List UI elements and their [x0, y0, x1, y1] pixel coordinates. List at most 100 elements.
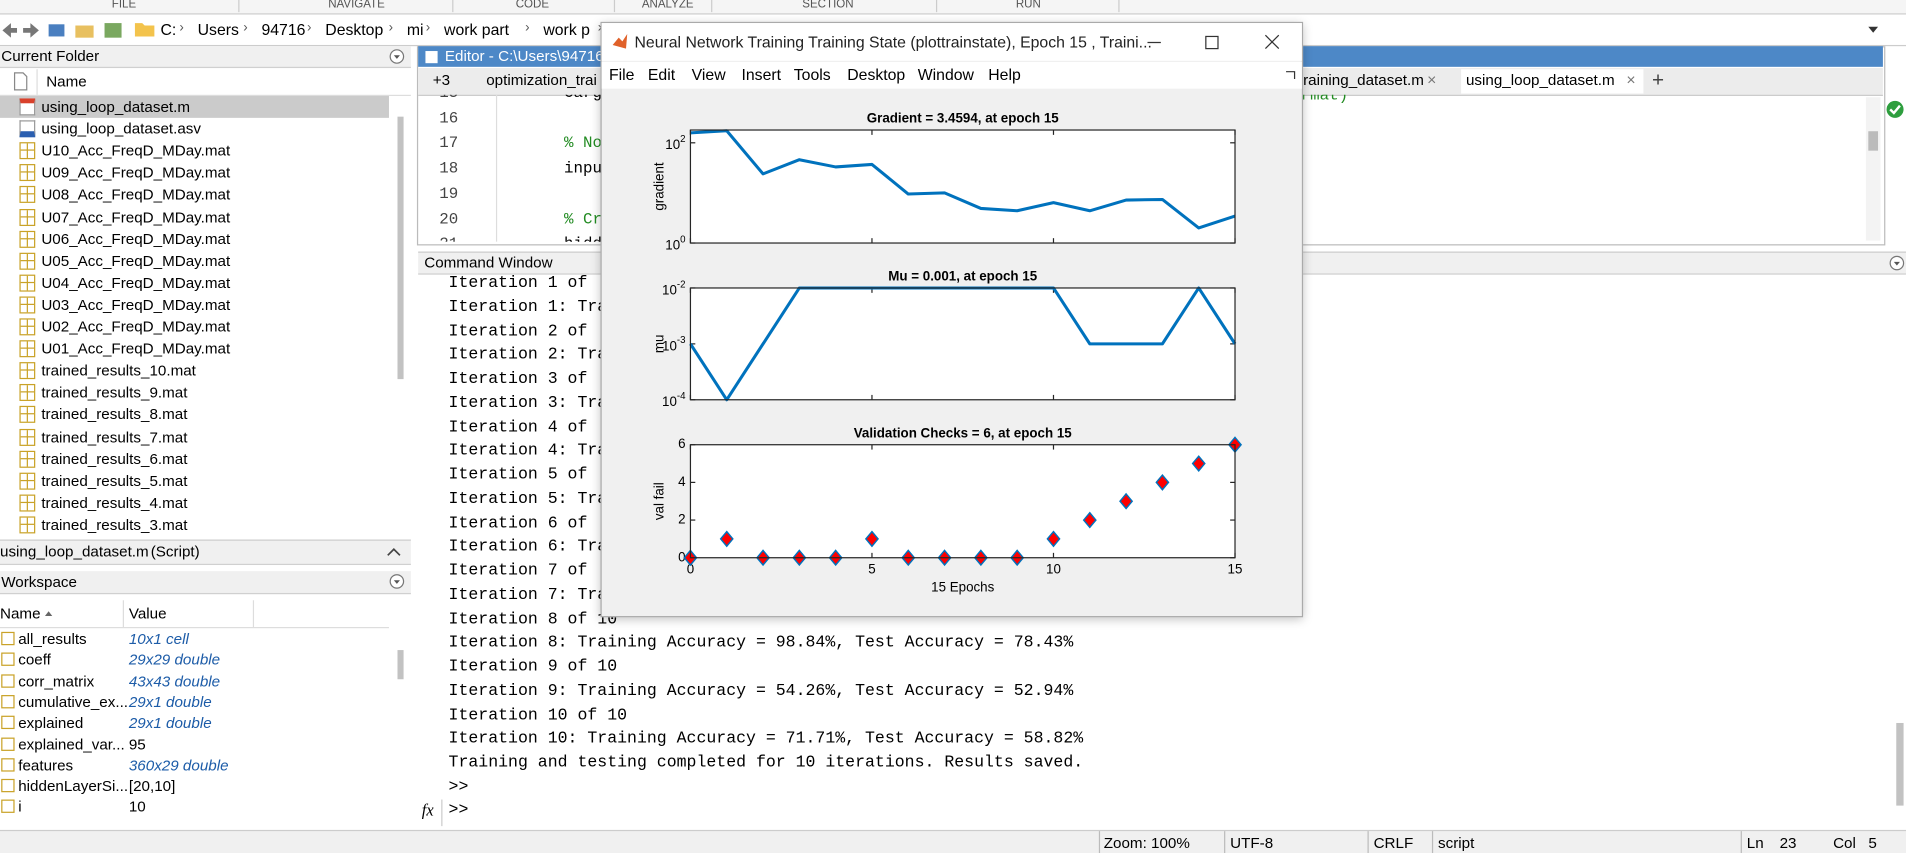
editor-tab[interactable] — [1461, 69, 1644, 94]
menu-item[interactable]: Desktop — [847, 65, 906, 84]
toolstrip-section[interactable]: RUN — [1015, 0, 1041, 11]
y-axis-label: val fail — [652, 482, 667, 520]
file-name[interactable]: U01_Acc_FreqD_MDay.mat — [41, 340, 231, 358]
window-controls[interactable] — [1137, 33, 1295, 52]
file-name[interactable]: using_loop_dataset.asv — [41, 120, 202, 138]
menu-item[interactable]: Window — [917, 65, 974, 84]
column-title[interactable]: Value — [128, 605, 167, 623]
var-name[interactable]: explained_var... — [18, 735, 125, 753]
var-name[interactable]: cumulative_ex... — [18, 693, 129, 711]
var-name[interactable]: coeff — [18, 651, 51, 669]
file-name[interactable]: U08_Acc_FreqD_MDay.mat — [41, 186, 231, 204]
line-number: 16 — [439, 108, 459, 128]
menu-item[interactable]: Help — [988, 65, 1021, 84]
command-output[interactable]: Iteration 1 of Iteration 1: Tra Iteration … — [418, 273, 1899, 826]
scrollbar[interactable] — [1896, 722, 1904, 806]
toolstrip-section[interactable]: FILE — [111, 0, 137, 11]
var-name[interactable]: corr_matrix — [18, 672, 95, 690]
prompt-icon[interactable]: fx — [421, 800, 434, 819]
toolstrip-section[interactable]: NAVIGATE — [328, 0, 385, 11]
file-name[interactable]: trained_results_7.mat — [41, 428, 188, 446]
scrollbar[interactable] — [1865, 97, 1881, 241]
output-line: Iteration 1 of — [448, 274, 588, 293]
path-segment[interactable]: Users — [197, 20, 239, 39]
var-value[interactable]: 29x1 double — [128, 714, 212, 732]
scrollbar[interactable] — [397, 650, 404, 680]
var-value[interactable]: 29x1 double — [128, 693, 212, 711]
y-tick-label: 10-2 — [662, 279, 686, 297]
menu-item[interactable]: File — [608, 65, 635, 84]
dropdown[interactable] — [1866, 22, 1881, 37]
file-name[interactable]: U03_Acc_FreqD_MDay.mat — [41, 296, 231, 314]
panel-menu[interactable] — [389, 49, 405, 65]
file-name[interactable]: trained_results_6.mat — [41, 450, 188, 468]
file-name[interactable]: U06_Acc_FreqD_MDay.mat — [41, 230, 231, 248]
toolstrip-section[interactable]: SECTION — [802, 0, 854, 11]
panel-menu[interactable] — [389, 574, 405, 590]
file-name[interactable]: U04_Acc_FreqD_MDay.mat — [41, 274, 231, 292]
path-segment[interactable]: work part — [444, 20, 510, 39]
path-segment[interactable]: mi — [406, 20, 424, 39]
code-area[interactable]: 15 Carg 16 17 % No 18 input 19 20 % Cr 21 hidd rmat) — [418, 94, 1865, 242]
var-name[interactable]: i — [18, 798, 22, 816]
tab-close[interactable]: × — [1626, 70, 1636, 89]
column-title[interactable]: Name — [0, 605, 41, 623]
toolstrip-section[interactable]: CODE — [515, 0, 550, 11]
collapse[interactable] — [387, 546, 402, 558]
file-name[interactable]: U10_Acc_FreqD_MDay.mat — [41, 142, 231, 160]
scrollbar[interactable] — [397, 116, 404, 380]
var-name[interactable]: hiddenLayerSi... — [18, 777, 129, 795]
menu-item[interactable]: View — [691, 65, 726, 84]
tab-close[interactable]: × — [1427, 70, 1437, 89]
data-point — [1155, 473, 1170, 491]
var-value[interactable]: 29x29 double — [128, 651, 221, 669]
var-value[interactable]: 10x1 cell — [128, 630, 189, 648]
file-name[interactable]: U02_Acc_FreqD_MDay.mat — [41, 318, 231, 336]
menu-arrow[interactable] — [1285, 69, 1297, 81]
divider — [252, 600, 255, 627]
tab-label[interactable]: optimization_trai — [486, 71, 597, 89]
path-segment[interactable]: 94716 — [261, 20, 306, 39]
file-name[interactable]: trained_results_4.mat — [41, 494, 188, 512]
file-name[interactable]: trained_results_10.mat — [41, 362, 196, 380]
file-name[interactable]: using_loop_dataset.m — [41, 98, 191, 116]
separator — [452, 0, 454, 13]
var-name[interactable]: features — [18, 756, 74, 774]
var-name[interactable]: all_results — [18, 630, 87, 648]
column-title[interactable]: Name — [46, 72, 87, 90]
file-name[interactable]: U07_Acc_FreqD_MDay.mat — [41, 208, 231, 226]
menu-item[interactable]: Edit — [647, 65, 676, 84]
file-name[interactable]: trained_results_5.mat — [41, 472, 188, 490]
var-value[interactable]: 10 — [128, 798, 146, 816]
var-value[interactable]: 360x29 double — [128, 756, 229, 774]
panel-menu[interactable] — [1889, 255, 1905, 271]
var-value[interactable]: 95 — [128, 735, 146, 753]
tab-label[interactable]: +3 — [432, 71, 451, 89]
path-segment[interactable]: work p — [543, 20, 590, 39]
file-name[interactable]: trained_results_9.mat — [41, 384, 188, 402]
tab-label[interactable]: raining_dataset.m — [1303, 71, 1424, 89]
prompt[interactable]: >> — [448, 801, 469, 820]
new-tab[interactable]: + — [1651, 68, 1665, 92]
file-name[interactable]: trained_results_8.mat — [41, 406, 188, 424]
var-value[interactable]: 43x43 double — [128, 672, 221, 690]
path-segment[interactable]: C: — [160, 20, 177, 39]
file-icon — [19, 230, 36, 248]
file-list: using_loop_dataset.m using_loop_dataset.a… — [0, 95, 391, 536]
menu-item[interactable]: Insert — [741, 65, 782, 84]
var-value[interactable]: [20,10] — [128, 777, 176, 795]
file-icon — [19, 164, 36, 182]
tab-label[interactable]: using_loop_dataset.m — [1465, 71, 1615, 89]
path-segment[interactable]: Desktop — [325, 20, 384, 39]
menu-item[interactable]: Tools — [793, 65, 831, 84]
line-number: 18 — [439, 159, 459, 178]
file-name[interactable]: U05_Acc_FreqD_MDay.mat — [41, 252, 231, 270]
scroll-thumb[interactable] — [1868, 131, 1879, 151]
file-icon — [19, 516, 36, 534]
file-name[interactable]: U09_Acc_FreqD_MDay.mat — [41, 164, 231, 182]
toolstrip-section[interactable]: ANALYZE — [641, 0, 694, 11]
details-bar[interactable]: using_loop_dataset.m (Script) — [0, 539, 411, 566]
file-name[interactable]: trained_results_3.mat — [41, 516, 188, 534]
var-name[interactable]: explained — [18, 714, 84, 732]
